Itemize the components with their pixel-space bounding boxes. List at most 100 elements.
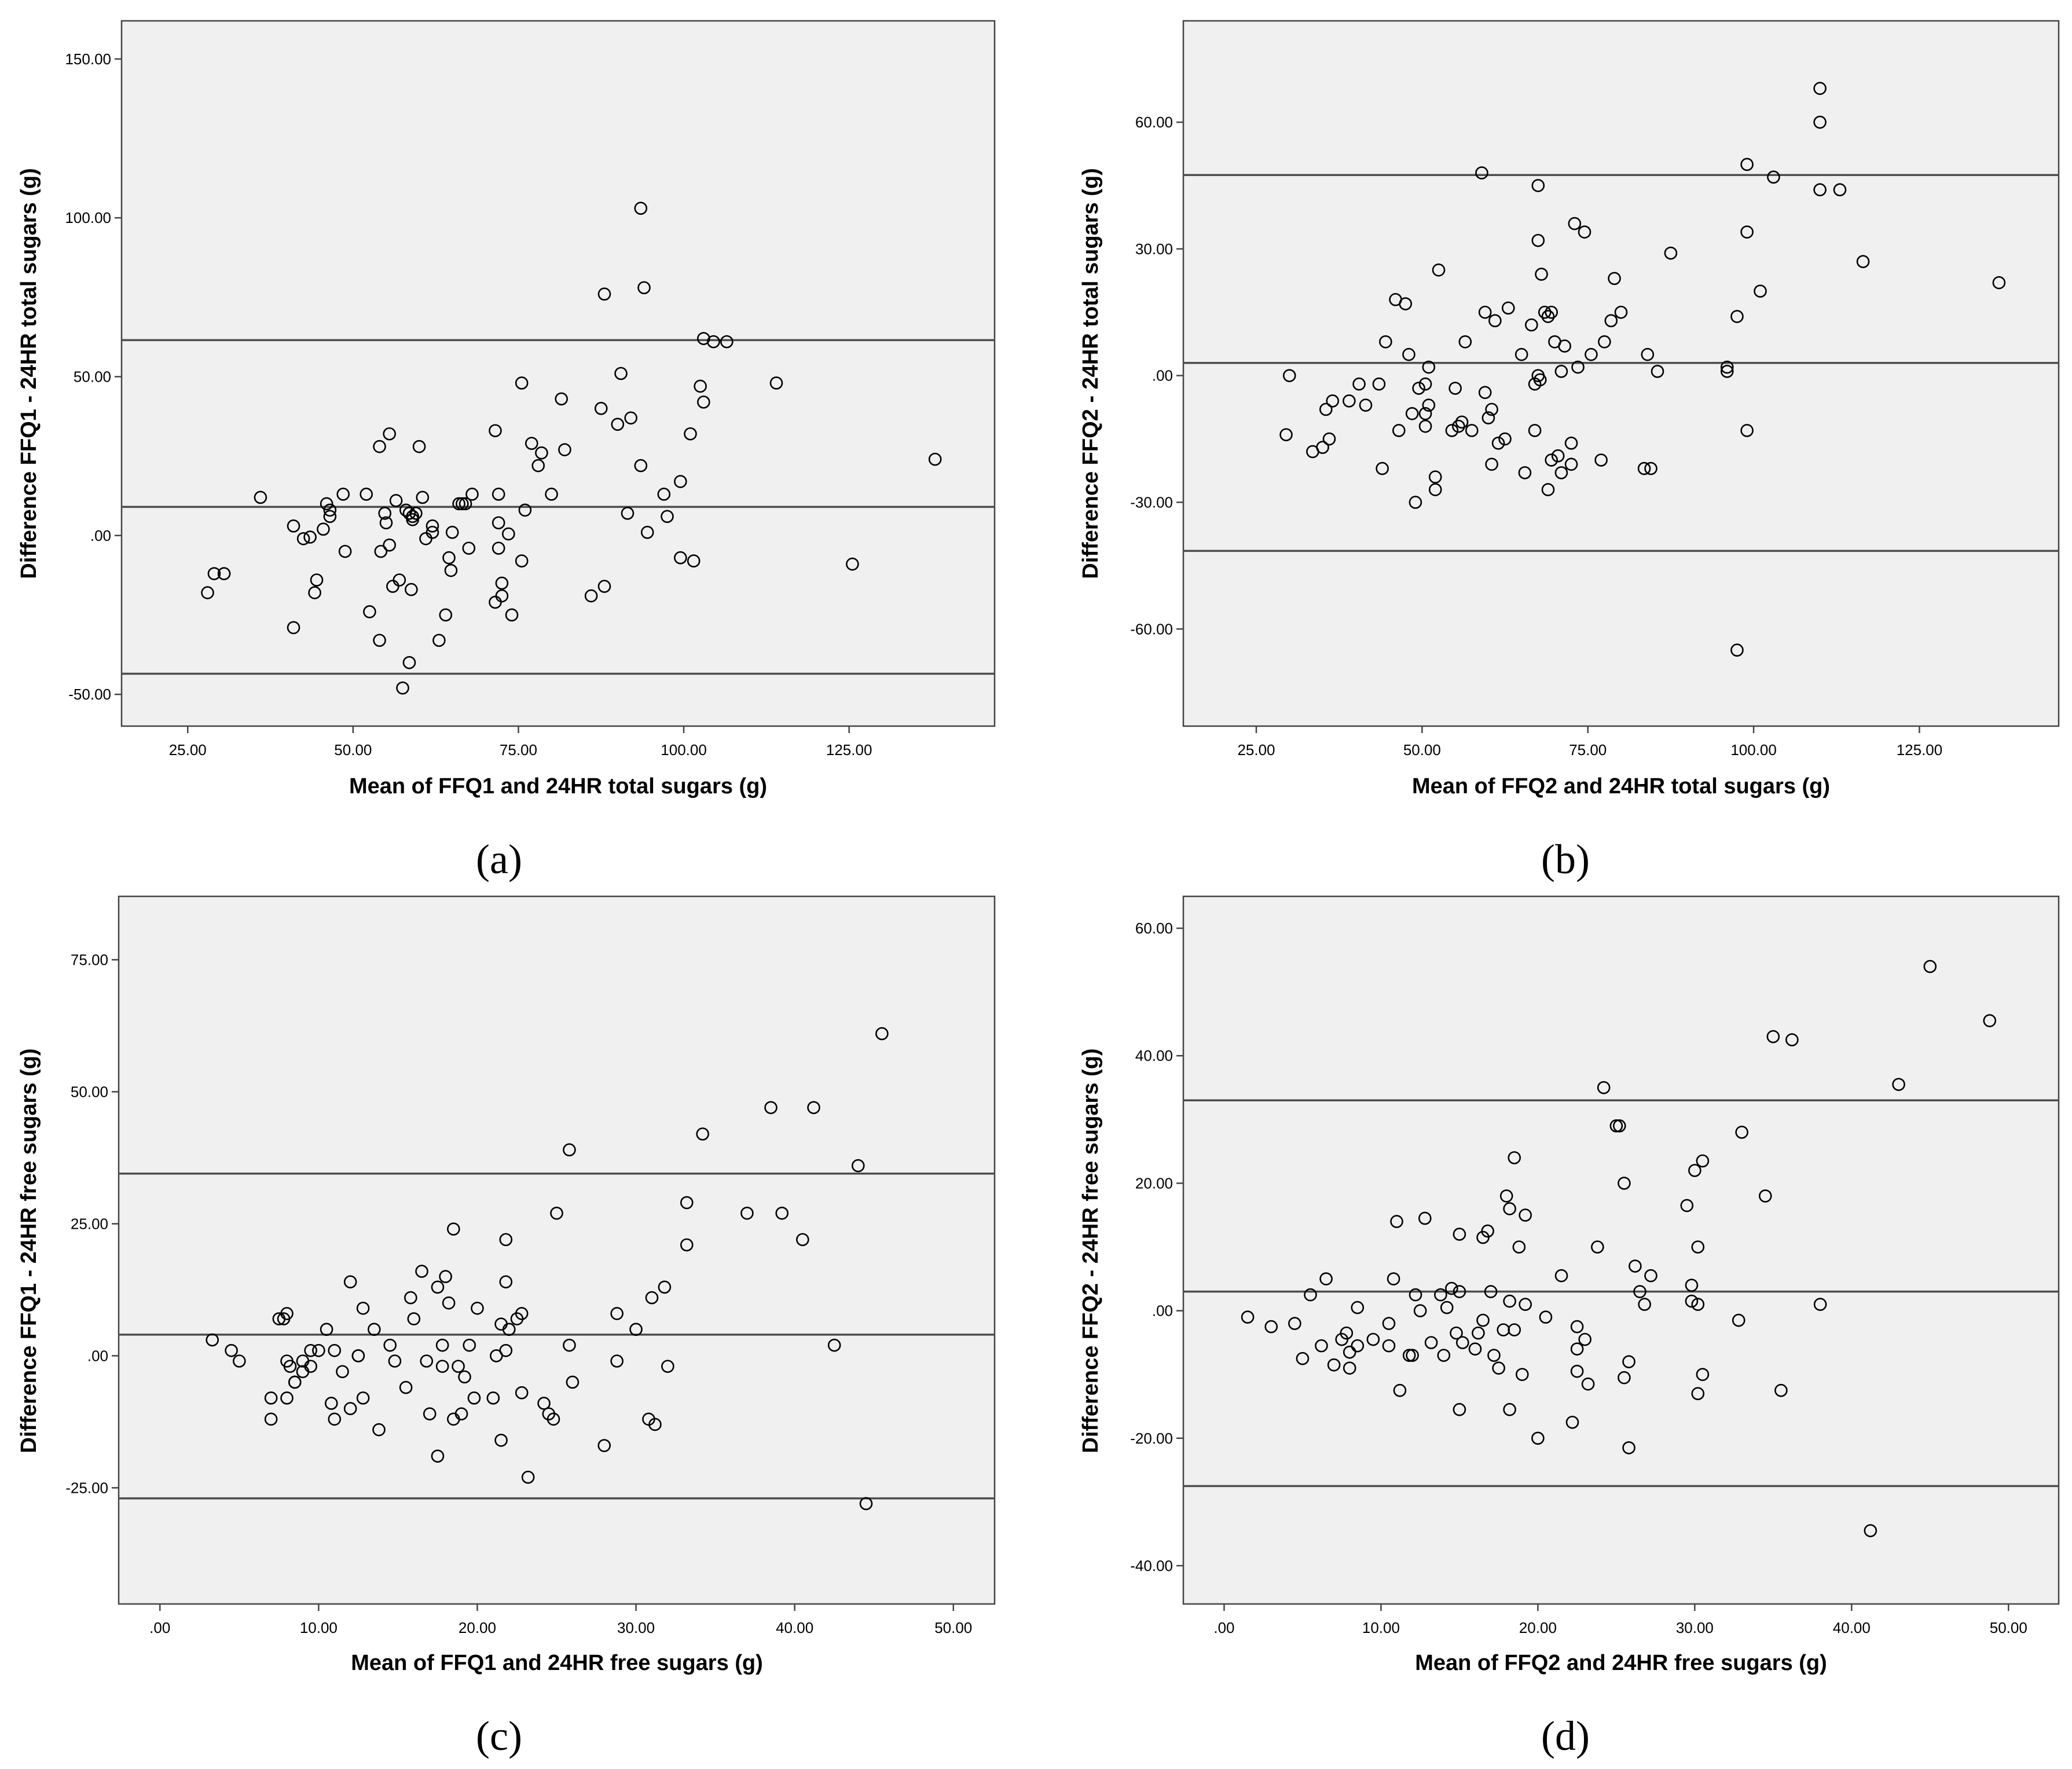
data-point bbox=[1387, 1272, 1400, 1285]
data-point bbox=[550, 1206, 563, 1220]
data-point bbox=[1539, 1310, 1553, 1324]
data-point bbox=[1478, 386, 1492, 400]
data-point bbox=[1720, 360, 1734, 374]
data-point bbox=[495, 576, 509, 590]
y-tick-label: -30.00 bbox=[1130, 493, 1173, 511]
data-point bbox=[1437, 1349, 1451, 1362]
data-point bbox=[1685, 1294, 1699, 1308]
data-point bbox=[1472, 1326, 1485, 1340]
data-point bbox=[442, 1296, 456, 1310]
data-point bbox=[720, 335, 734, 349]
data-point bbox=[1343, 1345, 1356, 1359]
data-point bbox=[1279, 428, 1293, 442]
x-tick-label: 30.00 bbox=[1676, 1619, 1714, 1636]
data-point bbox=[373, 633, 386, 647]
panel-label: (a) bbox=[476, 836, 522, 882]
data-point bbox=[499, 1343, 513, 1357]
x-tick-label: .00 bbox=[149, 1619, 170, 1636]
data-point bbox=[378, 507, 391, 520]
data-point bbox=[624, 411, 637, 425]
data-point bbox=[1604, 314, 1618, 328]
data-point bbox=[674, 551, 687, 565]
y-tick-label: -50.00 bbox=[68, 686, 111, 703]
data-point bbox=[525, 437, 538, 451]
data-point bbox=[1735, 1126, 1748, 1139]
data-point bbox=[1455, 415, 1469, 429]
data-point bbox=[360, 488, 373, 501]
data-point bbox=[426, 519, 439, 533]
data-points bbox=[1279, 82, 2006, 657]
data-point bbox=[566, 1375, 580, 1389]
data-point bbox=[336, 488, 350, 501]
data-point bbox=[707, 335, 720, 349]
data-point bbox=[775, 1206, 789, 1220]
data-point bbox=[407, 1312, 421, 1325]
data-point bbox=[1767, 170, 1780, 184]
x-tick-label: 20.00 bbox=[1519, 1619, 1557, 1636]
data-point bbox=[502, 1323, 516, 1336]
data-point bbox=[1983, 1014, 1997, 1027]
axis-ticks: 25.00 50.00 75.00 100.00 125.00 -60.00 -30.00.… bbox=[1130, 113, 1942, 759]
data-point bbox=[489, 424, 502, 438]
data-point bbox=[1503, 1402, 1516, 1416]
data-point bbox=[459, 497, 472, 511]
data-point bbox=[435, 1338, 449, 1352]
data-point bbox=[404, 1291, 417, 1305]
panel-label: (b) bbox=[1541, 836, 1590, 882]
data-point bbox=[338, 544, 352, 558]
data-point bbox=[1519, 1208, 1532, 1222]
data-point bbox=[343, 1275, 357, 1289]
data-point bbox=[1730, 310, 1744, 323]
data-point bbox=[1545, 305, 1558, 319]
data-point bbox=[1468, 1342, 1482, 1356]
data-points bbox=[206, 1027, 889, 1511]
data-point bbox=[1366, 1332, 1380, 1346]
data-point bbox=[1382, 1339, 1396, 1353]
data-point bbox=[1785, 1033, 1799, 1047]
y-tick-label: -20.00 bbox=[1130, 1430, 1173, 1447]
data-point bbox=[264, 1412, 278, 1426]
x-tick-label: 25.00 bbox=[1237, 741, 1275, 759]
data-point bbox=[807, 1101, 820, 1115]
data-point bbox=[296, 532, 310, 545]
data-point bbox=[1393, 1383, 1407, 1397]
data-point bbox=[445, 526, 459, 539]
data-points bbox=[201, 202, 942, 695]
data-point bbox=[1644, 462, 1657, 475]
data-point bbox=[1512, 1240, 1526, 1254]
data-point bbox=[1531, 1431, 1545, 1445]
data-point bbox=[1608, 272, 1621, 285]
data-point bbox=[1637, 462, 1651, 475]
data-point bbox=[1326, 394, 1340, 408]
data-point bbox=[280, 1307, 294, 1320]
data-point bbox=[1453, 1402, 1466, 1416]
x-axis-title: Mean of FFQ1 and 24HR free sugars (g) bbox=[351, 1651, 763, 1675]
data-point bbox=[1551, 449, 1565, 463]
data-point bbox=[1754, 284, 1767, 298]
data-point bbox=[383, 538, 396, 552]
data-point bbox=[697, 395, 710, 409]
data-point bbox=[1568, 217, 1582, 230]
data-point bbox=[201, 586, 214, 599]
data-point bbox=[1351, 1301, 1365, 1314]
data-point bbox=[317, 522, 330, 536]
data-point bbox=[875, 1027, 889, 1041]
data-point bbox=[283, 1360, 297, 1373]
x-tick-label: 125.00 bbox=[1897, 741, 1943, 759]
data-point bbox=[416, 490, 430, 504]
data-point bbox=[545, 488, 558, 501]
y-tick-label: .00 bbox=[90, 527, 111, 544]
data-point bbox=[225, 1343, 238, 1357]
data-point bbox=[1315, 1339, 1328, 1353]
data-point bbox=[1525, 318, 1538, 332]
data-point bbox=[383, 427, 396, 441]
plot-area bbox=[120, 20, 996, 727]
data-point bbox=[1570, 1342, 1584, 1356]
data-point bbox=[402, 507, 416, 520]
data-point bbox=[859, 1497, 873, 1511]
data-point bbox=[1282, 369, 1296, 382]
data-point bbox=[684, 427, 697, 441]
data-point bbox=[310, 573, 324, 587]
data-point bbox=[1565, 1415, 1579, 1429]
data-point bbox=[1618, 1371, 1631, 1385]
